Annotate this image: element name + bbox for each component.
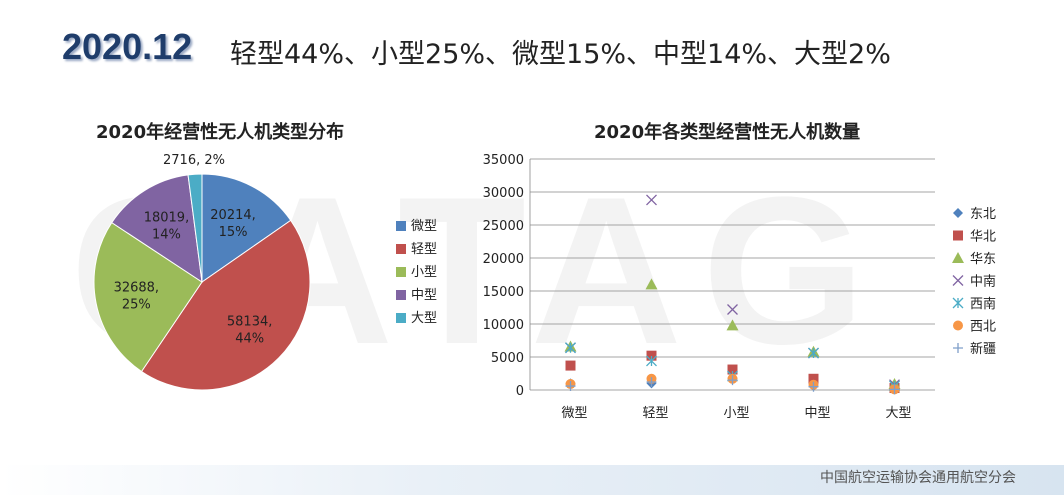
pie-slice-微型	[201, 173, 292, 283]
scatter-legend-marker-新疆	[953, 343, 963, 353]
scatter-point-新疆	[727, 375, 738, 386]
scatter-legend-marker-华北	[953, 230, 963, 241]
scatter-point-华北	[727, 364, 738, 375]
scatter-point-西南	[646, 355, 657, 367]
page-summary: 轻型44%、小型25%、微型15%、中型14%、大型2%	[230, 39, 891, 70]
scatter-legend-marker-西南	[952, 297, 964, 309]
x-tick-label: 轻型	[642, 406, 668, 421]
scatter-point-中南	[727, 304, 738, 315]
scatter-point-新疆	[889, 384, 900, 395]
footer-band	[0, 465, 1064, 495]
scatter-legend-label: 新疆	[970, 341, 996, 357]
pie-data-label: 32688,	[114, 281, 160, 296]
pie-data-label: 44%	[235, 332, 264, 347]
y-tick-label: 10000	[483, 318, 524, 333]
x-tick-label: 中型	[804, 406, 830, 421]
scatter-point-西南	[565, 342, 576, 354]
scatter-point-新疆	[808, 381, 819, 392]
x-tick-label: 大型	[885, 406, 911, 421]
pie-legend-swatch-微型	[396, 221, 406, 231]
pie-legend-label: 大型	[411, 311, 437, 326]
scatter-legend-marker-东北	[953, 208, 963, 218]
pie-legend-swatch-大型	[396, 313, 406, 323]
pie-slice-大型	[187, 173, 203, 283]
pie-data-label: 14%	[152, 228, 181, 243]
pie-legend-swatch-小型	[396, 267, 406, 277]
x-tick-label: 微型	[561, 406, 587, 421]
pie-data-label: 15%	[219, 225, 248, 240]
scatter-legend-label: 华东	[970, 252, 996, 267]
page-date: 2020.12	[62, 26, 193, 67]
scatter-point-华北	[808, 373, 819, 384]
scatter-point-新疆	[646, 377, 657, 388]
scatter-legend-marker-中南	[952, 275, 964, 286]
pie-data-label: 58134,	[227, 315, 273, 330]
pie-legend-label: 中型	[411, 288, 437, 303]
scatter-chart-title: 2020年各类型经营性无人机数量	[594, 122, 861, 143]
scatter-point-新疆	[565, 381, 576, 392]
scatter-point-华东	[726, 319, 739, 331]
y-tick-label: 5000	[491, 351, 524, 366]
scatter-point-华北	[646, 350, 657, 361]
pie-data-label: 25%	[122, 298, 151, 313]
pie-legend-label: 小型	[411, 265, 437, 280]
pie-chart-title: 2020年经营性无人机类型分布	[96, 122, 345, 143]
scatter-point-华东	[645, 278, 658, 290]
scatter-point-中南	[646, 194, 657, 206]
scatter-legend-label: 中南	[970, 274, 996, 290]
pie-slice-轻型	[140, 219, 311, 391]
scatter-legend-marker-华东	[952, 252, 964, 263]
y-tick-label: 15000	[483, 285, 524, 300]
scatter-legend-label: 西北	[970, 320, 996, 335]
scatter-point-西南	[808, 347, 819, 359]
pie-slice-小型	[93, 221, 203, 373]
pie-data-label: 20214,	[210, 208, 256, 223]
pie-legend-swatch-轻型	[396, 244, 406, 254]
scatter-point-华北	[565, 360, 576, 371]
pie-slice-中型	[111, 174, 203, 284]
pie-data-label: 2716, 2%	[163, 153, 225, 168]
scatter-legend-label: 东北	[970, 207, 996, 222]
pie-legend-swatch-中型	[396, 290, 406, 300]
pie-legend-label: 轻型	[411, 242, 437, 257]
scatter-legend-label: 西南	[970, 296, 996, 312]
pie-data-label: 18019,	[144, 211, 190, 226]
footer-organization: 中国航空运输协会通用航空分会	[820, 470, 1016, 486]
y-tick-label: 30000	[483, 186, 524, 201]
y-tick-label: 35000	[483, 153, 524, 168]
y-tick-label: 25000	[483, 219, 524, 234]
y-tick-label: 0	[516, 384, 524, 399]
x-tick-label: 小型	[723, 406, 749, 421]
pie-legend-label: 微型	[411, 219, 437, 234]
scatter-legend-marker-西北	[953, 320, 963, 331]
scatter-legend-label: 华北	[970, 230, 996, 245]
y-tick-label: 20000	[483, 252, 524, 267]
